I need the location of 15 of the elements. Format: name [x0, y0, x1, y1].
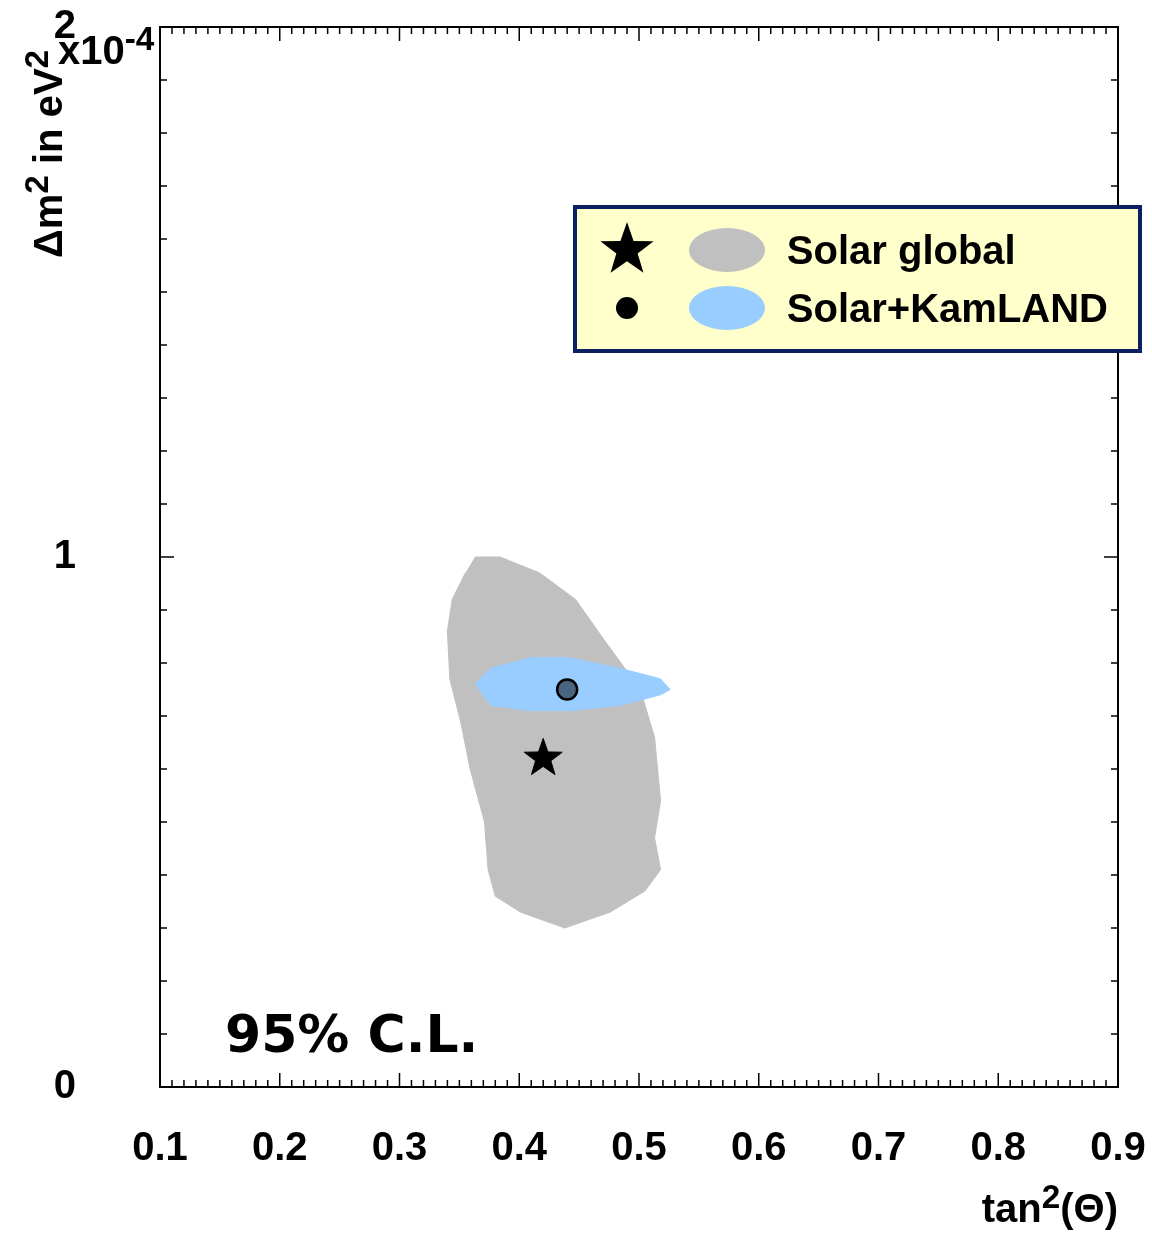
x-tick-label: 0.4 — [491, 1124, 548, 1169]
x-tick-label: 0.8 — [970, 1124, 1027, 1169]
x-tick-label: 0.1 — [132, 1124, 188, 1169]
x-tick-label: 0.3 — [371, 1124, 428, 1169]
legend-label: Solar global — [786, 227, 1016, 273]
x-tick-label: 0.9 — [1090, 1124, 1146, 1169]
y-tick-label: 0 — [53, 1062, 76, 1107]
x-axis-title: tan$^{2}$(Θ) — [981, 1178, 1118, 1231]
x-tick-label: 0.7 — [850, 1124, 907, 1169]
x-tick-label: 0.6 — [730, 1124, 787, 1169]
y-tick-label: 1 — [53, 532, 76, 577]
x-tick-label: 0.2 — [251, 1124, 308, 1169]
annotation: 95% C.L. — [225, 1004, 479, 1064]
legend-label: Solar+KamLAND — [786, 285, 1108, 331]
x-tick-label: 0.5 — [611, 1124, 667, 1169]
